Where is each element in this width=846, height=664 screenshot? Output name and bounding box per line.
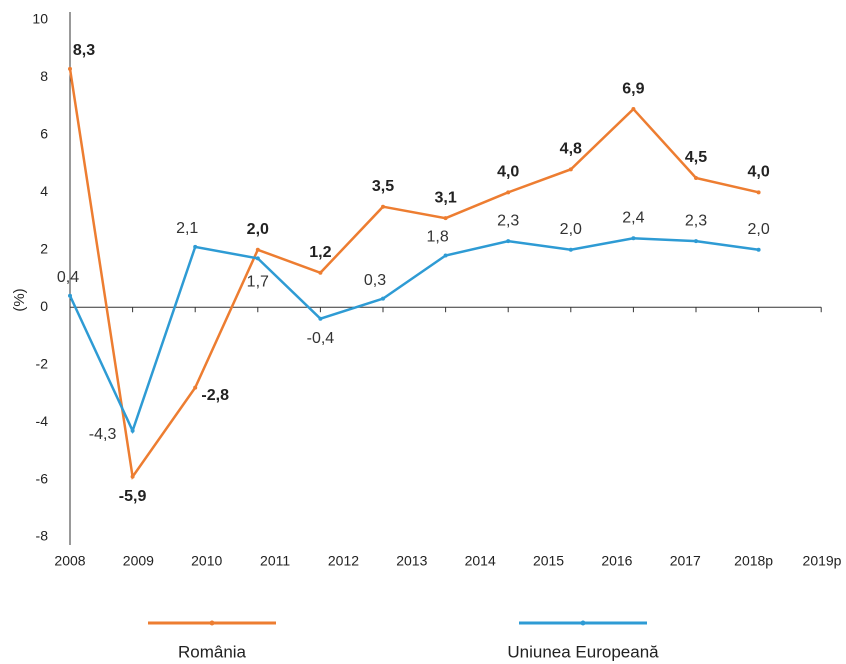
y-tick-label: -4	[36, 413, 49, 429]
x-tick-label: 2013	[396, 553, 427, 569]
point	[756, 190, 761, 195]
y-tick-label: -2	[36, 355, 49, 371]
x-tick-label: 2016	[601, 553, 632, 569]
point	[694, 239, 698, 244]
point	[506, 190, 511, 195]
point	[130, 474, 135, 479]
point	[255, 256, 260, 261]
data-label: 2,3	[685, 212, 707, 229]
point	[694, 175, 698, 180]
data-label: -4,3	[89, 426, 117, 443]
point	[568, 247, 573, 252]
point	[631, 107, 636, 112]
x-tick-label: 2014	[465, 553, 496, 569]
point	[318, 316, 323, 321]
point	[631, 236, 636, 241]
line	[68, 237, 759, 435]
data-label: 4,0	[747, 164, 769, 181]
x-tick-label: 2017	[670, 553, 701, 569]
data-label: 2,1	[176, 220, 198, 237]
point	[756, 247, 761, 252]
data-label: 2,0	[747, 221, 769, 238]
point	[443, 253, 448, 258]
point	[193, 244, 198, 249]
data-label: 3,5	[372, 178, 394, 195]
point	[255, 247, 260, 252]
data-label: 4,8	[560, 141, 582, 158]
legend-label: România	[178, 642, 247, 661]
x-tick-label: 2015	[533, 553, 564, 569]
x-tick-label: 2012	[328, 553, 359, 569]
data-label: 4,0	[497, 164, 519, 181]
x-tick-label: 2018p	[734, 553, 773, 569]
y-tick-label: -6	[36, 470, 49, 486]
y-tick-label: 0	[40, 298, 48, 314]
legend-label: Uniunea Europeană	[507, 642, 659, 661]
data-label: 3,1	[434, 189, 456, 206]
y-tick-label: -8	[36, 528, 49, 544]
x-tick-label: 2009	[123, 553, 154, 569]
data-label: 8,3	[73, 42, 95, 59]
y-tick-label: 6	[40, 126, 48, 142]
y-tick-label: 8	[40, 68, 48, 84]
point	[443, 216, 448, 221]
x-tick-label: 2010	[191, 553, 222, 569]
data-label: -0,4	[307, 330, 335, 347]
point	[381, 204, 385, 209]
x-tick-label: 2011	[260, 553, 290, 569]
point	[318, 270, 323, 275]
point	[130, 428, 135, 433]
data-label: 2,0	[247, 221, 269, 238]
data-label: 1,8	[426, 229, 448, 246]
point	[68, 66, 72, 71]
line	[68, 68, 759, 480]
point	[381, 296, 385, 301]
legend-dot	[209, 620, 215, 626]
data-label: 4,5	[685, 149, 707, 166]
data-label: 2,3	[497, 212, 519, 229]
point	[68, 293, 72, 298]
point	[568, 167, 573, 172]
y-tick-label: 4	[40, 183, 48, 199]
data-label: -5,9	[119, 488, 147, 505]
data-label: 0,4	[57, 269, 79, 286]
y-axis-label: (%)	[11, 288, 28, 311]
point	[193, 385, 198, 390]
y-tick-label: 2	[40, 240, 48, 256]
legend-dot	[580, 620, 586, 626]
x-tick-label: 2019p	[803, 553, 842, 569]
data-label: -2,8	[201, 387, 229, 404]
data-label: 1,7	[247, 274, 269, 291]
data-label: 6,9	[622, 80, 644, 97]
data-label: 2,0	[560, 221, 582, 238]
data-label: 1,2	[309, 244, 331, 261]
point	[506, 239, 511, 244]
y-tick-label: 10	[32, 11, 48, 27]
x-tick-label: 2008	[54, 553, 85, 569]
data-label: 0,3	[364, 272, 386, 289]
data-label: 2,4	[622, 210, 644, 227]
